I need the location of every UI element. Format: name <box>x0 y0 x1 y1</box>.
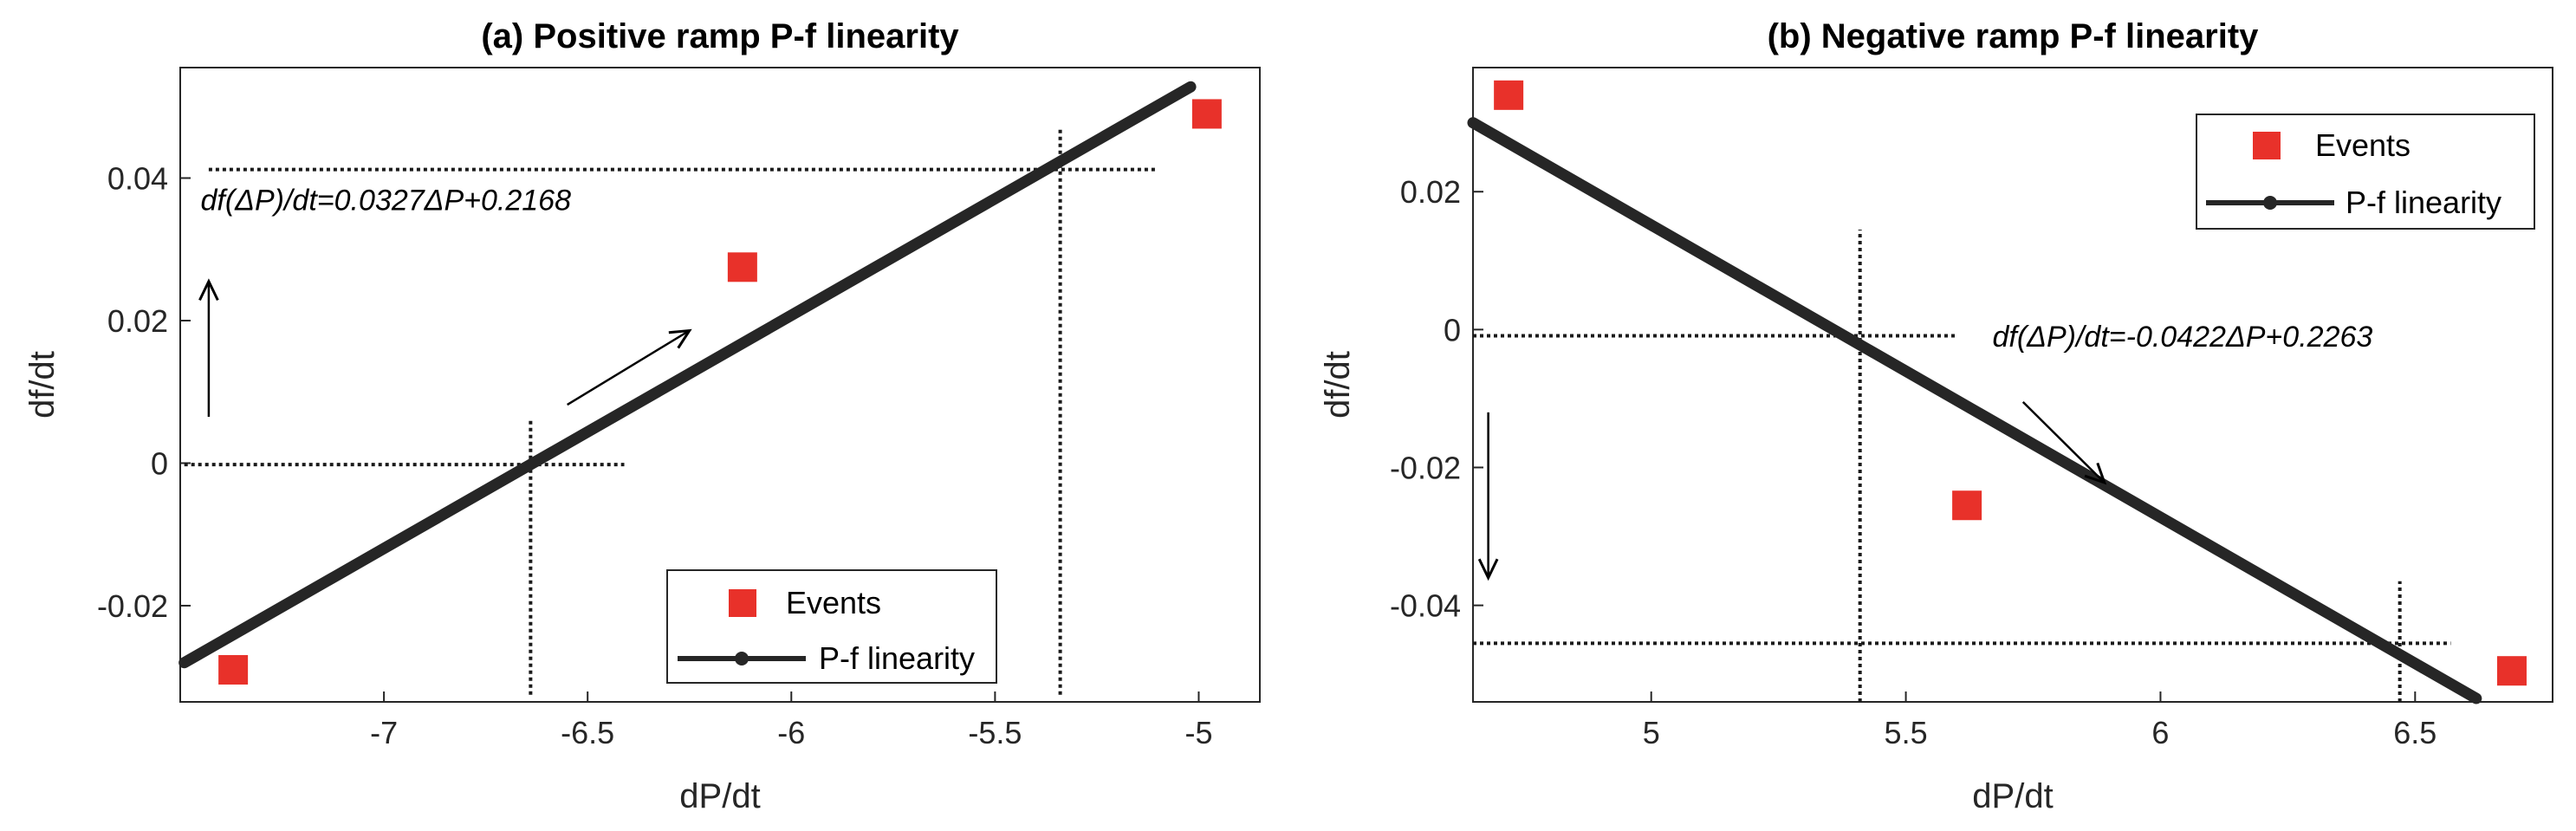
panel-b-legend: Events P-f linearity <box>2196 114 2535 230</box>
panel-a-title: (a) Positive ramp P-f linearity <box>481 17 959 55</box>
panel-b-legend-events-label: Events <box>2315 127 2411 163</box>
panel-a-arrow-diagonal <box>567 329 691 406</box>
panel-b-x-tick-label: 5.5 <box>1885 715 1928 750</box>
panel-a-x-tick-label: -5.5 <box>968 715 1022 750</box>
panel-a-legend-line-label: P-f linearity <box>819 640 975 676</box>
panel-a-equation: df(ΔP)/dt=0.0327ΔP+0.2168 <box>201 184 572 217</box>
panel-a-fit-line <box>178 81 1197 669</box>
panel-a-x-tick-label: -6 <box>777 715 805 750</box>
panel-a-legend-events-label: Events <box>786 585 881 620</box>
panel-b-title: (b) Negative ramp P-f linearity <box>1768 17 2260 55</box>
panel-b-arrows <box>1477 401 2107 581</box>
panel-b-legend-events-marker <box>2253 132 2281 159</box>
panel-a-y-tick-label: 0 <box>151 445 168 481</box>
panel-b-arrow-down-head <box>1477 558 1499 581</box>
panel-a-x-tick-label: -6.5 <box>561 715 614 750</box>
panel-a-legend-line-dot <box>735 652 749 665</box>
panel-b-y-ticks: -0.04 -0.02 0 0.02 <box>1390 174 1483 624</box>
panel-b: (b) Negative ramp P-f linearity dP/dt df… <box>1319 17 2553 815</box>
panel-a-y-tick-label: 0.02 <box>107 303 168 339</box>
panel-b-x-tick-label: 6.5 <box>2393 715 2436 750</box>
panel-b-legend-line-label: P-f linearity <box>2346 185 2501 220</box>
panel-a-legend: Events P-f linearity <box>666 569 997 684</box>
panel-b-events <box>1494 80 2527 686</box>
panel-b-y-tick-label: -0.04 <box>1390 588 1461 624</box>
panel-a-legend-events-marker <box>729 589 756 617</box>
panel-a-arrow-diagonal-head <box>668 328 692 349</box>
panel-b-x-tick-label: 6 <box>2151 715 2169 750</box>
panel-a-y-tick-label: -0.02 <box>97 588 168 624</box>
panel-b-event-marker <box>1494 80 1524 110</box>
panel-b-y-tick-label: 0.02 <box>1400 174 1461 210</box>
panel-b-legend-line-dot <box>2263 196 2277 210</box>
panel-b-equation: df(ΔP)/dt=-0.0422ΔP+0.2263 <box>1992 321 2372 354</box>
panel-a: (a) Positive ramp P-f linearity dP/dt df… <box>23 17 1261 815</box>
panel-b-event-marker <box>2496 656 2527 686</box>
panel-a-legend-box <box>666 569 997 684</box>
panel-b-fit-line <box>1467 117 2482 704</box>
panel-b-ylabel: df/dt <box>1319 351 1357 419</box>
panel-a-event-marker <box>1191 99 1222 129</box>
panel-a-y-tick-label: 0.04 <box>107 160 168 196</box>
panel-b-event-marker <box>1952 490 1982 521</box>
panel-b-xlabel: dP/dt <box>1972 777 2053 815</box>
panel-b-x-tick-label: 5 <box>1643 715 1660 750</box>
panel-b-y-tick-label: 0 <box>1444 312 1461 347</box>
panel-a-x-tick-label: -5 <box>1184 715 1212 750</box>
panel-a-y-ticks: -0.02 0 0.02 0.04 <box>97 160 191 624</box>
panel-a-ylabel: df/dt <box>23 351 62 419</box>
panel-b-arrow-diagonal-head <box>2084 462 2107 485</box>
panel-a-arrows <box>198 278 692 418</box>
panel-a-x-ticks: -7 -6.5 -6 -5.5 -5 <box>370 691 1212 750</box>
panel-a-x-tick-label: -7 <box>370 715 398 750</box>
panel-b-arrow-diagonal <box>2021 401 2106 484</box>
panel-a-xlabel: dP/dt <box>679 777 760 815</box>
panel-b-guides <box>1473 229 2451 702</box>
panel-b-x-ticks: 5 5.5 6 6.5 <box>1643 691 2436 750</box>
panel-a-event-marker <box>218 654 249 685</box>
panel-b-y-tick-label: -0.02 <box>1390 450 1461 485</box>
panel-a-event-marker <box>727 252 757 282</box>
panel-a-arrow-up-head <box>198 278 219 302</box>
panel-a-events <box>218 99 1222 685</box>
